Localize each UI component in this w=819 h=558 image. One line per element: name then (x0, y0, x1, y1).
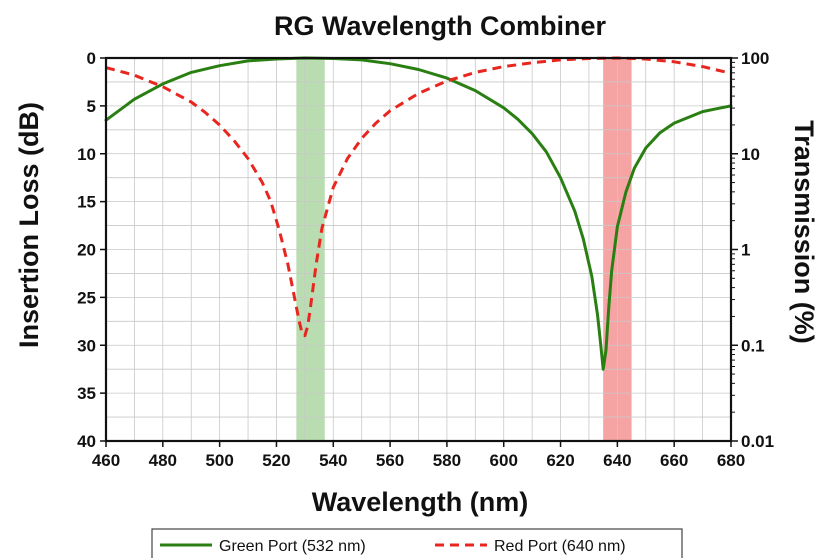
tick-labels: 460 480 500 520 540 560 580 600 620 640 660 6800510… (77, 49, 774, 470)
x-tick-label: 580 (433, 451, 461, 470)
y-axis-label-right: Transmission (%) (789, 120, 819, 344)
y-tick-label-right: 1 (741, 241, 750, 260)
series-line-1 (105, 56, 732, 338)
y-tick-label-right: 100 (741, 49, 769, 68)
x-tick-label: 520 (262, 451, 290, 470)
legend: Green Port (532 nm) Red Port (640 nm) (151, 528, 683, 558)
y-tick-label-right: 0.1 (741, 336, 765, 355)
y-tick-label-left: 15 (77, 193, 96, 212)
x-tick-label: 540 (319, 451, 347, 470)
legend-label-red: Red Port (640 nm) (494, 538, 626, 555)
x-tick-label: 660 (660, 451, 688, 470)
x-tick-label: 560 (376, 451, 404, 470)
x-axis-label: Wavelength (nm) (312, 487, 529, 517)
y-tick-label-left: 5 (87, 97, 96, 116)
y-tick-label-right: 10 (741, 145, 760, 164)
y-tick-label-left: 35 (77, 384, 96, 403)
x-tick-label: 500 (205, 451, 233, 470)
y-tick-label-right: 0.01 (741, 432, 774, 451)
y-tick-label-left: 30 (77, 336, 96, 355)
legend-box (151, 528, 683, 558)
x-tick-label: 600 (490, 451, 518, 470)
legend-label-green: Green Port (532 nm) (219, 538, 366, 555)
x-tick-label: 640 (603, 451, 631, 470)
y-tick-label-left: 25 (77, 288, 96, 307)
y-tick-label-left: 20 (77, 241, 96, 260)
chart-title: RG Wavelength Combiner (274, 11, 607, 41)
y-axis-label-left: Insertion Loss (dB) (14, 102, 44, 348)
y-tick-label-left: 10 (77, 145, 96, 164)
x-tick-label: 460 (92, 451, 120, 470)
y-tick-label-left: 0 (87, 49, 96, 68)
x-tick-label: 620 (546, 451, 574, 470)
grid (105, 57, 732, 442)
y-tick-label-left: 40 (77, 432, 96, 451)
axes (100, 56, 738, 447)
x-tick-label: 480 (149, 451, 177, 470)
x-tick-label: 680 (717, 451, 745, 470)
